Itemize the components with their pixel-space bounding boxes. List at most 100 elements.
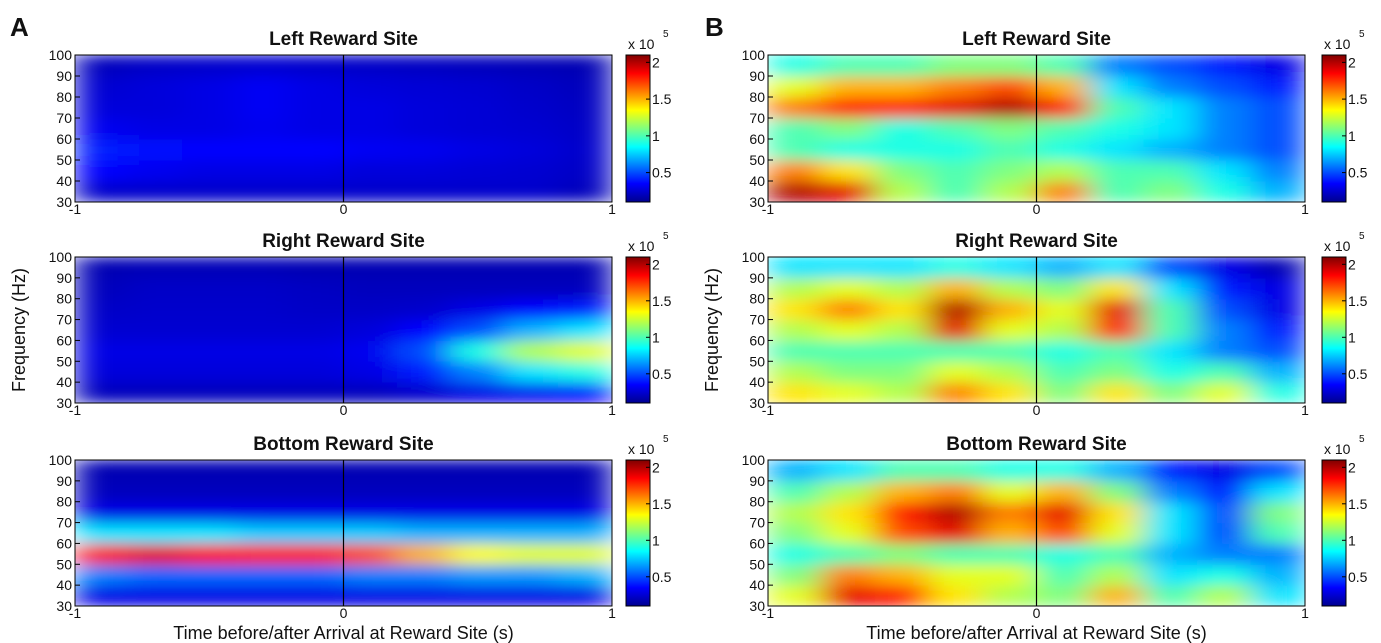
cell [128,522,183,544]
cell [236,564,291,586]
cell [1143,361,1198,383]
cell [875,501,930,523]
cell [1143,382,1198,404]
cell [929,118,984,140]
cell [982,340,1037,362]
cell [1090,480,1145,502]
cell [768,76,823,98]
cell [1251,501,1306,523]
cell [75,139,130,161]
cell [397,460,452,482]
cell [1251,76,1306,98]
cell [1197,460,1252,482]
colorbar-tick-label: 1.5 [1348,91,1368,107]
y-tick-label: 40 [56,577,72,593]
cell [182,319,237,341]
cell [128,277,183,299]
y-tick-label: 70 [56,110,72,126]
cell [1090,55,1145,77]
cell [558,543,613,565]
cell [1090,160,1145,182]
chart-title: Right Reward Site [262,231,425,252]
cell [929,298,984,320]
cell [875,298,930,320]
y-tick-label: 50 [749,152,765,168]
cell [450,382,505,404]
cell [397,160,452,182]
cell [343,118,398,140]
cell [397,139,452,161]
cell [821,160,876,182]
cell [128,160,183,182]
cell [1090,501,1145,523]
cell [875,522,930,544]
cell [450,97,505,119]
cell [75,460,130,482]
cell [128,585,183,607]
cell [1090,522,1145,544]
cell [1036,564,1091,586]
cell [821,181,876,203]
x-tick-label: 0 [340,201,348,217]
cell [397,55,452,77]
cell [450,139,505,161]
cell [397,501,452,523]
colorbar-label: x 10 [1324,238,1351,254]
cell [982,319,1037,341]
cell [929,460,984,482]
cell [450,76,505,98]
cell [397,564,452,586]
y-tick-label: 70 [749,110,765,126]
colorbar [626,55,650,202]
cell [128,340,183,362]
cell [558,585,613,607]
cell [236,382,291,404]
colorbar [1322,257,1346,403]
cell [1090,181,1145,203]
x-tick-label: 1 [1301,402,1309,418]
colorbar-tick-label: 1 [1348,329,1356,345]
cell [450,361,505,383]
y-tick-label: 60 [749,535,765,551]
chart-title: Bottom Reward Site [253,434,434,455]
cell [1251,181,1306,203]
cell [1197,257,1252,279]
cell [450,564,505,586]
cell [128,543,183,565]
cell [1090,460,1145,482]
cell [236,361,291,383]
cell [821,480,876,502]
cell [821,382,876,404]
cell [128,181,183,203]
cell [1143,160,1198,182]
y-tick-label: 60 [749,332,765,348]
cell [128,564,183,586]
y-tick-label: 80 [749,494,765,510]
cell [182,76,237,98]
cell [558,319,613,341]
colorbar [626,257,650,403]
cell [558,361,613,383]
cell [1251,480,1306,502]
y-tick-label: 100 [742,249,766,265]
cell [236,118,291,140]
cell [875,118,930,140]
cell [1251,160,1306,182]
cell [768,522,823,544]
cell [504,277,559,299]
cell [929,501,984,523]
cell [1197,55,1252,77]
y-tick-label: 70 [56,515,72,531]
cell [1251,564,1306,586]
cell [236,585,291,607]
colorbar-exponent: 5 [663,231,669,242]
cell [1143,319,1198,341]
x-tick-label: 0 [1033,201,1041,217]
cell [1197,160,1252,182]
cell [182,97,237,119]
cell [289,160,344,182]
cell [1197,382,1252,404]
cell [289,340,344,362]
cell [397,277,452,299]
cell [504,382,559,404]
